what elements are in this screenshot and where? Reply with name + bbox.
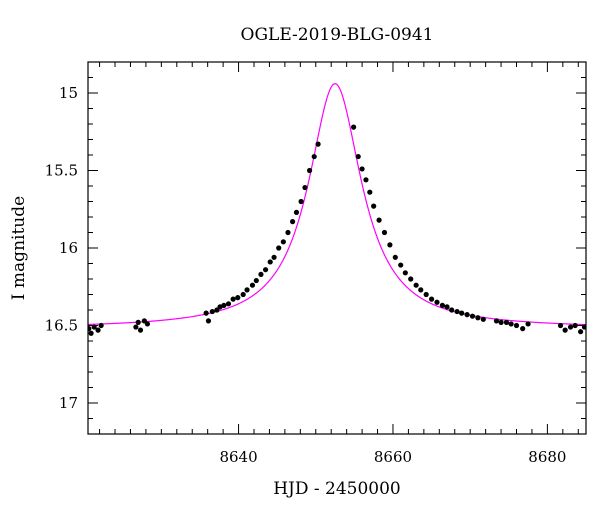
- data-point: [567, 324, 574, 330]
- data-point: [464, 312, 470, 318]
- data-point: [240, 291, 246, 298]
- data-point: [444, 304, 450, 310]
- y-tick-label: 15: [59, 84, 78, 102]
- data-point: [135, 319, 141, 325]
- plot-frame: [87, 61, 587, 435]
- data-point: [351, 124, 357, 130]
- data-point: [392, 254, 398, 260]
- data-point: [311, 153, 317, 160]
- chart-title: OGLE-2019-BLG-0941: [241, 25, 434, 45]
- data-point: [578, 329, 584, 335]
- data-point: [133, 324, 139, 330]
- data-point: [258, 271, 264, 277]
- data-point: [359, 166, 365, 172]
- data-point: [367, 189, 373, 195]
- data-point: [98, 322, 104, 329]
- data-point: [267, 259, 273, 265]
- data-point: [475, 315, 481, 321]
- data-point: [423, 291, 429, 298]
- data-point: [144, 321, 151, 327]
- data-point: [572, 322, 578, 329]
- data-point: [398, 262, 404, 268]
- data-point: [88, 330, 94, 336]
- data-point: [371, 203, 377, 209]
- data-point: [253, 277, 259, 284]
- data-point: [513, 322, 520, 329]
- data-point: [557, 322, 564, 329]
- data-point: [376, 217, 382, 223]
- data-point: [418, 287, 424, 293]
- data-point: [88, 326, 92, 332]
- data-point: [562, 327, 568, 333]
- data-point: [469, 313, 476, 319]
- data-point: [363, 177, 369, 183]
- data-point: [280, 239, 286, 245]
- y-axis-label: I magnitude: [9, 196, 29, 300]
- plot-area: [88, 83, 586, 336]
- axis-ticks: 8640 8660 8680 15 15.5 16 16.5 17: [45, 61, 586, 466]
- data-point: [293, 209, 300, 215]
- data-point: [355, 153, 361, 160]
- y-tick-label: 17: [59, 394, 78, 412]
- data-point: [290, 219, 296, 225]
- y-tick-label: 15.5: [45, 162, 78, 180]
- data-point: [137, 327, 144, 333]
- data-point: [315, 141, 321, 147]
- data-point: [230, 296, 236, 302]
- data-point: [244, 287, 250, 293]
- data-point: [439, 302, 445, 308]
- data-point: [449, 307, 455, 313]
- data-point: [428, 296, 435, 302]
- data-point: [285, 229, 291, 236]
- data-point: [480, 316, 486, 322]
- data-point: [276, 245, 282, 251]
- data-point: [459, 310, 465, 316]
- data-point: [95, 327, 101, 333]
- y-tick-label: 16.5: [45, 317, 78, 335]
- data-point: [520, 326, 526, 332]
- data-point: [493, 318, 500, 324]
- data-point: [298, 198, 304, 205]
- data-point: [498, 319, 504, 325]
- data-point: [271, 254, 277, 260]
- data-point: [508, 321, 514, 327]
- data-point: [262, 267, 269, 273]
- data-point: [413, 282, 419, 288]
- y-tick-label: 16: [59, 239, 78, 257]
- x-axis-label: HJD - 2450000: [273, 479, 401, 499]
- data-point: [203, 310, 209, 316]
- data-point: [454, 308, 460, 315]
- data-point: [302, 184, 308, 191]
- data-point: [306, 167, 313, 174]
- model-curve: [88, 83, 586, 326]
- data-point: [249, 282, 256, 288]
- data-point: [525, 321, 531, 327]
- x-tick-label: 8680: [528, 448, 566, 466]
- data-point: [387, 242, 393, 248]
- data-point: [221, 302, 227, 308]
- data-point: [434, 299, 440, 305]
- data-point: [503, 319, 510, 325]
- data-point: [235, 295, 241, 301]
- data-point: [408, 276, 414, 282]
- data-point: [225, 301, 232, 307]
- data-point: [402, 270, 408, 276]
- x-tick-label: 8640: [219, 448, 257, 466]
- data-point: [381, 229, 388, 236]
- data-point: [205, 318, 212, 324]
- x-tick-label: 8660: [374, 448, 412, 466]
- data-point: [209, 308, 215, 315]
